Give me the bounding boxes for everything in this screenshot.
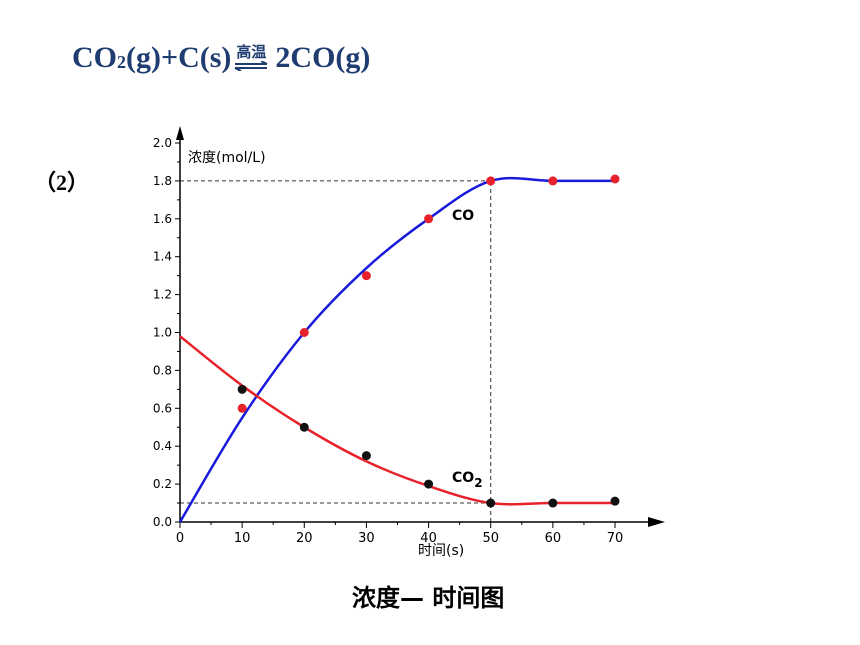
data-point-co — [610, 174, 620, 184]
data-point-co2 — [424, 479, 434, 489]
x-tick-label: 40 — [420, 531, 437, 546]
equation-reactant-co: CO — [72, 41, 117, 74]
y-tick-label: 1.0 — [153, 326, 172, 340]
y-axis-label: 浓度(mol/L) — [188, 150, 266, 166]
fit-curve-co — [178, 176, 615, 523]
y-tick-label: 0.8 — [153, 363, 172, 377]
fit-curve-co2 — [179, 335, 615, 506]
reaction-condition: 高温 — [236, 45, 267, 61]
chart-axes: 0 10 20 30 40 50 60 70 0.0 0.2 0.4 0.6 0.8 1.0 1.2 1.4 1… — [153, 126, 665, 546]
part-label: （2） — [34, 170, 90, 195]
y-axis-arrow — [176, 126, 184, 140]
x-tick-label: 70 — [607, 531, 624, 546]
equation-reactants: (g)+C(s) — [126, 41, 232, 74]
y-tick-label: 0.0 — [153, 515, 172, 529]
data-point-co2 — [486, 498, 496, 508]
x-tick-label: 0 — [176, 531, 184, 546]
data-point-co2 — [610, 496, 620, 506]
data-points — [237, 174, 620, 508]
data-point-co2 — [299, 422, 309, 432]
series-label-co: CO — [452, 208, 474, 224]
x-tick-label: 10 — [234, 531, 251, 546]
x-tick-label: 20 — [296, 531, 313, 546]
data-point-co — [548, 176, 558, 186]
equation-subscript-2: 2 — [117, 51, 126, 72]
y-tick-label: 1.8 — [153, 174, 172, 188]
y-tick-label: 2.0 — [153, 136, 172, 150]
fit-curves — [178, 176, 615, 523]
data-point-co2 — [361, 451, 371, 461]
x-tick-label: 60 — [545, 531, 562, 546]
y-tick-label: 1.6 — [153, 212, 172, 226]
chart-labels: 浓度(mol/L) 时间(s) CO CO2 — [188, 150, 483, 559]
equilibrium-arrow-icon — [234, 61, 268, 71]
equilibrium-arrow: 高温 — [233, 45, 269, 71]
reaction-equation: CO 2 (g)+C(s) 高温 2CO(g) — [72, 38, 370, 78]
y-tick-label: 0.6 — [153, 401, 172, 415]
data-point-co — [424, 214, 434, 224]
reference-lines — [180, 180, 492, 522]
x-tick-label: 50 — [482, 531, 499, 546]
x-axis-label: 时间(s) — [418, 543, 464, 559]
x-tick-label: 30 — [358, 531, 375, 546]
data-point-co — [237, 403, 247, 413]
x-axis-arrow — [648, 517, 665, 527]
y-tick-label: 1.4 — [153, 250, 172, 264]
data-point-co2 — [548, 498, 558, 508]
y-tick-label: 1.2 — [153, 288, 172, 302]
data-point-co2 — [237, 384, 247, 394]
data-point-co — [361, 271, 371, 281]
chart-caption: 浓度— 时间图 — [352, 584, 505, 612]
data-point-co — [486, 176, 496, 186]
equation-product: 2CO(g) — [275, 41, 371, 74]
data-point-co — [299, 328, 309, 337]
y-tick-label: 0.2 — [153, 477, 172, 491]
series-label-co2: CO2 — [452, 470, 483, 490]
y-tick-label: 0.4 — [153, 439, 172, 453]
